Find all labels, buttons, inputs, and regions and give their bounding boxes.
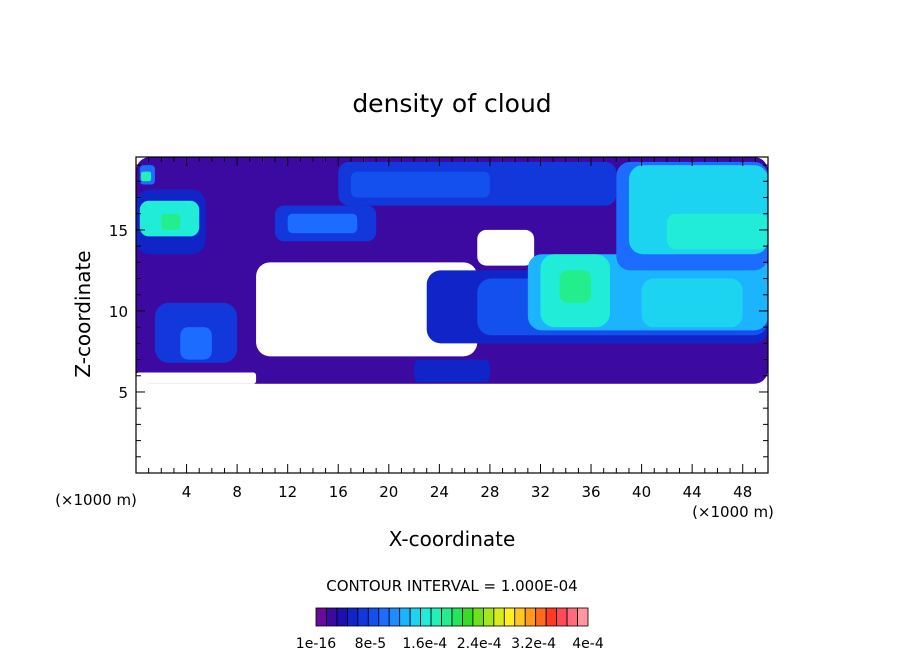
x-tick-label-40: 40 [632, 483, 651, 501]
x-tick-label-32: 32 [531, 483, 550, 501]
colorbar-swatch-25 [577, 607, 589, 627]
colorbar-tick-label-0: 1e-16 [296, 636, 336, 652]
colorbar-swatch-5 [367, 607, 380, 627]
density-region-8 [287, 213, 358, 234]
colorbar-tick-label-2: 1.6e-4 [402, 636, 447, 652]
colorbar-tick-label-4: 3.2e-4 [511, 636, 556, 652]
colorbar-swatch-15 [472, 607, 484, 627]
colorbar-tick-label-3: 2.4e-4 [457, 636, 502, 652]
contour-interval-label: CONTOUR INTERVAL = 1.000E-04 [326, 577, 577, 595]
colorbar-tick-label-1: 8e-5 [355, 636, 386, 652]
x-axis-ticks: 4 8 12 16 20 24 28 32 36 40 44 48 [148, 157, 756, 501]
colorbar-swatch-14 [462, 607, 474, 627]
colorbar-swatch-2 [336, 607, 348, 627]
colorbar-swatch-21 [535, 607, 547, 627]
x-tick-label-24: 24 [430, 483, 449, 501]
density-region-24 [180, 327, 212, 360]
density-region-22 [641, 278, 743, 328]
y-tick-label-10: 10 [109, 303, 128, 321]
x-tick-label-36: 36 [581, 483, 600, 501]
density-region-1 [256, 262, 478, 357]
x-tick-label-44: 44 [683, 483, 702, 501]
y-tick-label-15: 15 [109, 222, 128, 240]
density-region-13 [141, 171, 152, 182]
colorbar-swatch-22 [545, 607, 558, 627]
colorbar-swatch-4 [357, 607, 369, 627]
colorbar-swatch-12 [441, 607, 453, 627]
plot-area [136, 157, 768, 473]
density-region-21 [666, 213, 768, 250]
colorbar-swatch-24 [566, 607, 578, 627]
colorbar-swatch-19 [514, 607, 526, 627]
colorbar-swatch-17 [493, 607, 505, 627]
x-axis-label: X-coordinate [389, 527, 516, 551]
colorbar-swatch-13 [451, 607, 463, 627]
x-tick-label-28: 28 [480, 483, 499, 501]
colorbar-swatch-16 [482, 607, 495, 627]
density-region-2 [477, 229, 535, 266]
x-tick-label-8: 8 [232, 483, 242, 501]
colorbar-tick-label-5: 4e-4 [572, 636, 604, 652]
x-tick-label-48: 48 [733, 483, 752, 501]
x-tick-label-4: 4 [182, 483, 192, 501]
colorbar-swatch-1 [326, 607, 338, 627]
density-region-4 [136, 383, 768, 473]
colorbar-swatch-18 [503, 607, 516, 627]
chart-title: density of cloud [352, 89, 551, 118]
colorbar-swatch-7 [388, 607, 401, 627]
y-axis-label: Z-coordinate [71, 250, 95, 377]
colorbar-swatch-10 [420, 607, 432, 627]
density-region-25 [414, 359, 490, 383]
x-axis-unit-left: (×1000 m) [55, 491, 137, 509]
x-tick-label-16: 16 [329, 483, 348, 501]
density-region-18 [559, 270, 592, 303]
density-region-3 [136, 372, 257, 384]
x-tick-label-20: 20 [379, 483, 398, 501]
colorbar-swatch-9 [409, 607, 422, 627]
colorbar-swatch-3 [346, 607, 359, 627]
colorbar-swatch-20 [524, 607, 537, 627]
colorbar-labels: 1e-16 8e-5 1.6e-4 2.4e-4 3.2e-4 4e-4 [296, 636, 604, 652]
density-region-11 [161, 213, 181, 230]
colorbar-swatch-23 [556, 607, 568, 627]
colorbar-swatch-6 [378, 607, 390, 627]
x-tick-label-12: 12 [278, 483, 297, 501]
y-axis-ticks: 5 10 15 [109, 164, 768, 458]
density-region-6 [350, 171, 490, 198]
colorbar-swatch-11 [430, 607, 442, 627]
x-axis-unit-right: (×1000 m) [692, 503, 774, 521]
colorbar-swatch-8 [399, 607, 411, 627]
colorbar-swatch-0 [315, 607, 327, 627]
y-tick-label-5: 5 [118, 384, 128, 402]
colorbar [315, 607, 589, 627]
